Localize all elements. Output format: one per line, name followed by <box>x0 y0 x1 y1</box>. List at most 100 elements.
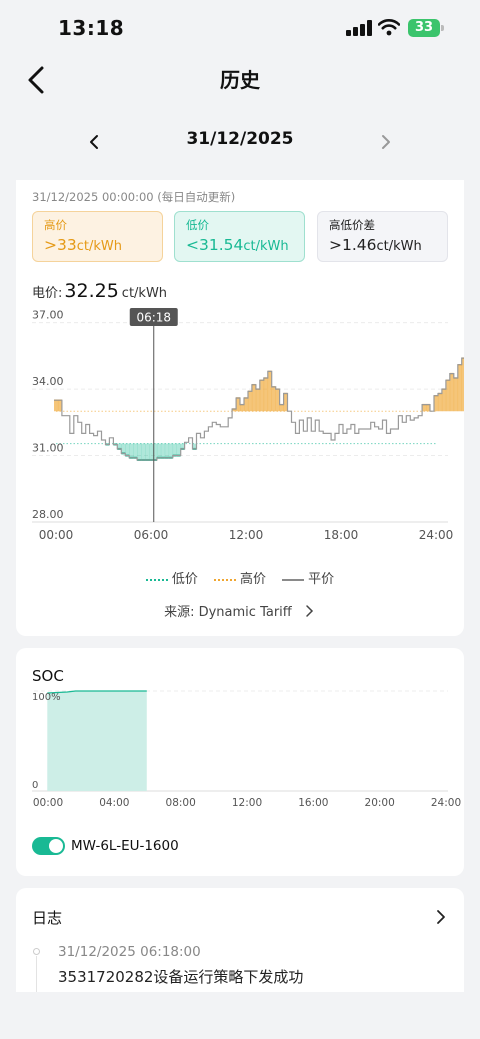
previous-day-button[interactable] <box>84 130 106 154</box>
legend-low: 低价 <box>145 568 198 587</box>
tariff-source-link[interactable]: 来源: Dynamic Tariff <box>16 601 464 620</box>
low-price-segment <box>176 443 181 456</box>
low-price-segment <box>180 443 185 449</box>
soc-area <box>47 691 147 791</box>
low-price-segment <box>164 443 170 458</box>
soc-x-tick-label: 00:00 <box>33 797 63 809</box>
low-price-segment <box>117 443 122 449</box>
log-card: 日志 31/12/2025 06:18:00 3531720282设备运行策略下… <box>16 888 464 992</box>
time-cursor[interactable]: 06:18 <box>129 308 178 522</box>
low-price-segment <box>192 443 197 449</box>
status-time: 13:18 <box>58 16 125 40</box>
high-price-segment <box>275 389 280 412</box>
soc-x-tick-label: 16:00 <box>298 797 328 809</box>
cellular-signal-icon <box>346 20 372 36</box>
wifi-icon <box>378 19 400 36</box>
soc-line <box>47 690 147 694</box>
price-diff-value: >1.46 <box>329 236 377 254</box>
low-price-segment <box>152 443 158 460</box>
low-price-segment <box>160 443 166 458</box>
y-tick-label: 37.00 <box>32 309 64 322</box>
update-time: 31/12/2025 00:00:00 (每日自动更新) <box>32 190 236 204</box>
x-tick-label: 18:00 <box>324 528 359 542</box>
date-label: 31/12/2025 <box>186 129 294 149</box>
timeline-dot-icon <box>33 948 40 955</box>
y-tick-label: 31.00 <box>32 442 64 455</box>
high-price-segment <box>271 386 276 412</box>
high-price-segment <box>434 395 439 412</box>
high-price-segment <box>54 400 59 412</box>
high-price-segment <box>244 397 249 412</box>
low-price-segment <box>145 443 150 460</box>
high-price-unit: ct/kWh <box>76 239 122 254</box>
high-price-segment <box>445 380 451 412</box>
y-tick-label: 34.00 <box>32 375 64 388</box>
price-chart[interactable]: 28.00 31.00 34.00 37.00 00:00 06:00 12:00 18:00… <box>16 304 464 548</box>
cursor-time-label: 06:18 <box>136 311 171 325</box>
legend-high: 高价 <box>213 568 266 587</box>
price-diff-label: 高低价差 <box>329 218 375 232</box>
x-tick-label: 06:00 <box>134 528 169 542</box>
soc-x-tick-label: 24:00 <box>431 797 461 809</box>
low-price-segment <box>156 443 162 458</box>
current-price: 电价: 32.25 ct/kWh <box>32 280 167 302</box>
high-price-segment <box>449 373 455 412</box>
low-price-segment <box>125 443 130 456</box>
high-price-segment <box>453 378 459 412</box>
price-card: 31/12/2025 00:00:00 (每日自动更新) 高价 >33ct/kW… <box>16 180 464 636</box>
high-price-segment <box>279 404 284 412</box>
next-day-button[interactable] <box>374 130 396 154</box>
soc-x-tick-label: 04:00 <box>99 797 129 809</box>
device-name: MW-6L-EU-1600 <box>71 838 179 854</box>
low-price-tile: 低价 <31.54ct/kWh <box>174 211 305 262</box>
soc-y-tick-label: 0 <box>32 780 38 791</box>
chart-legend: 低价 高价 平价 <box>16 568 464 587</box>
log-entry-time: 31/12/2025 06:18:00 <box>58 944 201 960</box>
high-price-segment <box>232 409 237 412</box>
price-diff-tile: 高低价差 >1.46ct/kWh <box>317 211 448 262</box>
high-price-segment <box>426 404 431 412</box>
battery-level: 33 <box>408 19 440 37</box>
high-price-tile: 高价 >33ct/kWh <box>32 211 163 262</box>
high-price-segment <box>236 397 241 412</box>
high-price-segment <box>247 391 253 412</box>
low-price-segment <box>168 443 174 458</box>
device-toggle[interactable] <box>32 837 65 855</box>
battery-icon: 33 <box>408 19 444 37</box>
price-diff-unit: ct/kWh <box>376 239 422 254</box>
current-price-value: 32.25 <box>64 280 119 302</box>
high-price-value: >33 <box>44 236 77 254</box>
low-price-segment <box>137 443 142 460</box>
log-title: 日志 <box>32 909 63 927</box>
chevron-right-icon <box>306 605 313 617</box>
high-price-segment <box>437 393 443 412</box>
high-price-segment <box>251 384 257 412</box>
high-price-segment <box>57 400 63 412</box>
x-tick-label: 24:00 <box>419 528 454 542</box>
current-price-label: 电价: <box>32 286 63 301</box>
back-button[interactable] <box>20 60 54 98</box>
low-price-segment <box>121 443 126 454</box>
soc-card: SOC 0 100% 00:00 04:00 08:00 12:00 16:00 20:00 2… <box>16 648 464 876</box>
x-tick-label: 00:00 <box>39 528 74 542</box>
high-price-segment <box>457 364 463 412</box>
soc-x-tick-label: 20:00 <box>365 797 395 809</box>
high-price-segment <box>263 378 269 412</box>
current-price-unit: ct/kWh <box>121 286 168 301</box>
chevron-right-icon[interactable] <box>434 908 448 926</box>
low-price-label: 低价 <box>186 218 209 232</box>
high-price-segment <box>267 371 273 412</box>
timeline-line <box>36 956 37 992</box>
soc-chart[interactable]: 0 100% 00:00 04:00 08:00 12:00 16:00 20:00 24:00 <box>16 686 464 816</box>
y-tick-label: 28.00 <box>32 508 64 521</box>
soc-x-tick-label: 12:00 <box>232 797 262 809</box>
high-price-segment <box>422 404 427 412</box>
low-price-value: <31.54 <box>186 236 244 254</box>
nav-header: 历史 <box>0 56 480 102</box>
low-price-segment <box>141 443 146 460</box>
soc-title: SOC <box>32 667 64 685</box>
high-price-segment <box>461 358 464 412</box>
high-price-segment <box>283 393 288 412</box>
high-price-segment <box>259 380 265 412</box>
soc-x-tick-label: 08:00 <box>166 797 196 809</box>
